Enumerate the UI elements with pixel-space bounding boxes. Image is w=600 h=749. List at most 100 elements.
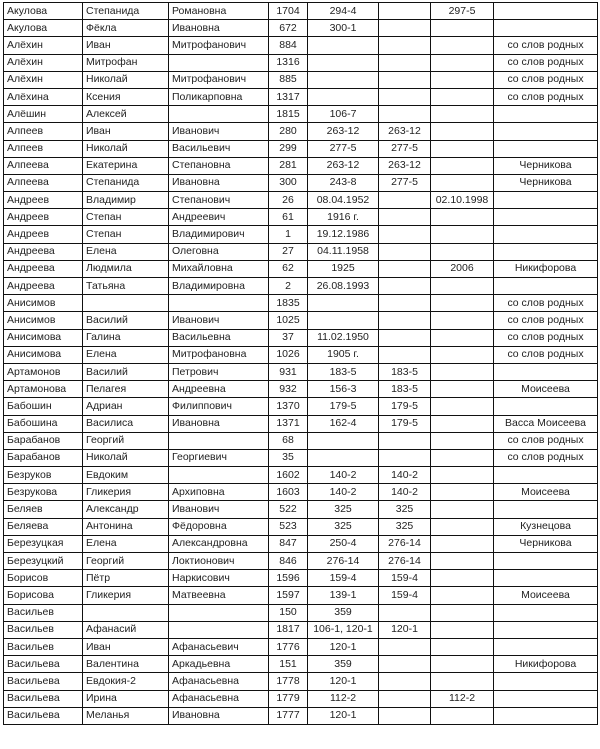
number-cell: 884 xyxy=(268,36,308,55)
first-name-cell: Николай xyxy=(82,70,169,89)
patronymic-cell: Ивановна xyxy=(168,173,269,193)
date-cell xyxy=(430,637,494,657)
note-cell xyxy=(493,603,598,622)
table-row: Барабанов Георгий 68 со слов родных xyxy=(3,431,598,450)
note-cell: Никифорова xyxy=(493,259,598,279)
patronymic-cell: Иванович xyxy=(168,122,269,141)
patronymic-cell: Петрович xyxy=(168,362,269,382)
ref2-cell xyxy=(378,1,431,21)
number-cell: 847 xyxy=(268,534,308,554)
ref-cell: 120-1 xyxy=(307,672,379,691)
first-name-cell: Евдоким xyxy=(82,466,169,485)
note-cell: со слов родных xyxy=(493,311,598,330)
ref2-cell xyxy=(378,87,431,107)
patronymic-cell xyxy=(168,620,269,639)
date-cell xyxy=(430,242,494,261)
surname-cell: Андреева xyxy=(3,242,83,261)
surname-cell: Алёхин xyxy=(3,70,83,89)
patronymic-cell: Степановна xyxy=(168,156,269,175)
table-row: Андреев Степан Андреевич 61 1916 г. xyxy=(3,208,598,227)
number-cell: 1817 xyxy=(268,620,308,639)
number-cell: 26 xyxy=(268,191,308,210)
number-cell: 1603 xyxy=(268,483,308,502)
ref-cell: 263-12 xyxy=(307,156,379,175)
patronymic-cell: Афанасьевна xyxy=(168,689,269,708)
ref-cell: 1916 г. xyxy=(307,208,379,227)
table-row: Васильева Меланья Ивановна 1777 120-1 xyxy=(3,706,598,725)
table-row: Бабошина Василиса Ивановна 1371 162-4 179-5 Ва… xyxy=(3,414,598,433)
table-row: Артамонов Василий Петрович 931 183-5 183-5 xyxy=(3,362,598,382)
ref-cell: 139-1 xyxy=(307,586,379,605)
first-name-cell: Антонина xyxy=(82,517,169,536)
surname-cell: Анисимов xyxy=(3,294,83,313)
date-cell xyxy=(430,431,494,450)
surname-cell: Беляева xyxy=(3,517,83,536)
surname-cell: Васильев xyxy=(3,637,83,657)
ref-cell: 140-2 xyxy=(307,466,379,485)
ref2-cell: 179-5 xyxy=(378,414,431,433)
date-cell xyxy=(430,380,494,399)
note-cell: со слов родных xyxy=(493,448,598,468)
table-row: Андреев Владимир Степанович 26 08.04.1952 02.… xyxy=(3,191,598,210)
ref2-cell xyxy=(378,655,431,674)
number-cell: 27 xyxy=(268,242,308,261)
patronymic-cell xyxy=(168,431,269,450)
first-name-cell: Николай xyxy=(82,139,169,158)
patronymic-cell: Олеговна xyxy=(168,242,269,261)
surname-cell: Андреев xyxy=(3,225,83,244)
first-name-cell: Елена xyxy=(82,534,169,554)
ref2-cell xyxy=(378,706,431,725)
date-cell xyxy=(430,534,494,554)
date-cell: 02.10.1998 xyxy=(430,191,494,210)
first-name-cell: Степанида xyxy=(82,1,169,21)
table-body: Акулова Степанида Романовна 1704 294-4 297-5 А… xyxy=(3,1,598,725)
surname-cell: Андреева xyxy=(3,259,83,279)
number-cell: 1370 xyxy=(268,397,308,416)
ref-cell: 263-12 xyxy=(307,122,379,141)
patronymic-cell: Афанасьевич xyxy=(168,637,269,657)
number-cell: 1025 xyxy=(268,311,308,330)
note-cell xyxy=(493,105,598,124)
table-row: Безрукова Гликерия Архиповна 1603 140-2 140-2… xyxy=(3,483,598,502)
date-cell xyxy=(430,70,494,89)
table-row: Барабанов Николай Георгиевич 35 со слов родн… xyxy=(3,448,598,468)
number-cell: 1316 xyxy=(268,53,308,72)
ref2-cell: 263-12 xyxy=(378,156,431,175)
date-cell xyxy=(430,87,494,107)
first-name-cell: Меланья xyxy=(82,706,169,725)
number-cell: 931 xyxy=(268,362,308,382)
date-cell xyxy=(430,173,494,193)
number-cell: 37 xyxy=(268,328,308,347)
patronymic-cell: Митрофановна xyxy=(168,345,269,364)
ref2-cell: 325 xyxy=(378,517,431,536)
ref2-cell: 276-14 xyxy=(378,551,431,571)
number-cell: 1815 xyxy=(268,105,308,124)
table-row: Безруков Евдоким 1602 140-2 140-2 xyxy=(3,466,598,485)
ref-cell: 277-5 xyxy=(307,139,379,158)
number-cell: 1602 xyxy=(268,466,308,485)
first-name-cell: Елена xyxy=(82,345,169,364)
patronymic-cell xyxy=(168,53,269,72)
note-cell xyxy=(493,689,598,708)
date-cell xyxy=(430,569,494,588)
note-cell: со слов родных xyxy=(493,431,598,450)
patronymic-cell: Васильевна xyxy=(168,328,269,347)
date-cell xyxy=(430,655,494,674)
first-name-cell: Пётр xyxy=(82,569,169,588)
table-row: Васильева Ирина Афанасьевна 1779 112-2 112-2 xyxy=(3,689,598,708)
number-cell: 1026 xyxy=(268,345,308,364)
first-name-cell: Степан xyxy=(82,225,169,244)
number-cell: 1779 xyxy=(268,689,308,708)
ref2-cell xyxy=(378,259,431,279)
patronymic-cell: Владимирович xyxy=(168,225,269,244)
ref-cell xyxy=(307,36,379,55)
date-cell: 112-2 xyxy=(430,689,494,708)
patronymic-cell: Андреевич xyxy=(168,208,269,227)
surname-cell: Анисимова xyxy=(3,328,83,347)
surname-cell: Васильева xyxy=(3,689,83,708)
note-cell xyxy=(493,225,598,244)
first-name-cell: Татьяна xyxy=(82,276,169,296)
note-cell xyxy=(493,672,598,691)
ref-cell xyxy=(307,431,379,450)
first-name-cell: Пелагея xyxy=(82,380,169,399)
